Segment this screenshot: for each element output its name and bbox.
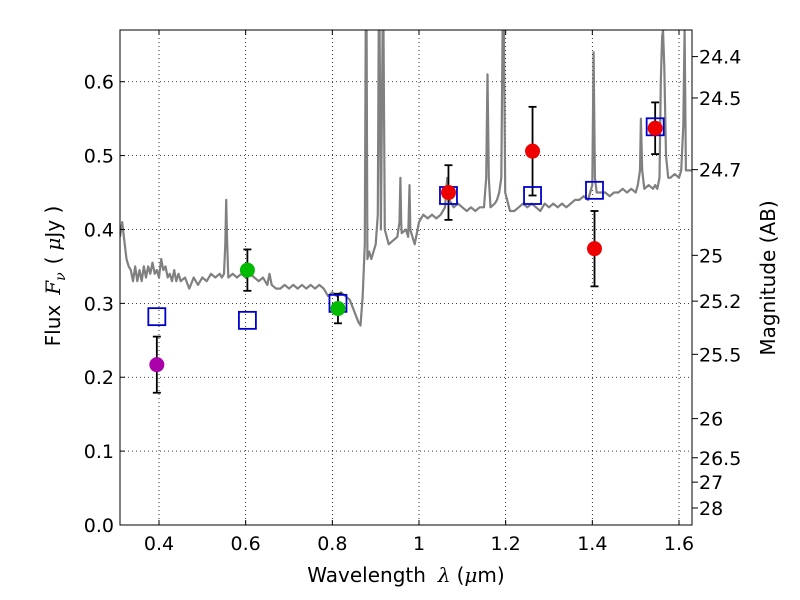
x-axis-title: Wavelength λ (μm)	[307, 563, 504, 587]
y-tick-label: 0.2	[84, 367, 114, 389]
y2-tick-label: 28	[699, 498, 723, 520]
spectrum-series	[120, 30, 692, 327]
y-axis-symbol: F	[41, 280, 65, 296]
y-tick-label: 0.1	[84, 441, 114, 463]
model-photometry-point	[237, 310, 257, 330]
y-tick-label: 0.0	[84, 515, 114, 537]
y-axis-subscript: ν	[53, 272, 69, 281]
y-tick-label: 0.3	[84, 293, 114, 315]
y-tick-label: 0.4	[84, 219, 114, 241]
y2-tick-label: 26.5	[699, 448, 741, 470]
x-axis-unit-mu: μ	[464, 563, 477, 587]
y2-tick-label: 25.2	[699, 291, 741, 313]
x-axis-unit-open: (	[457, 563, 465, 587]
y-tick-label: 0.5	[84, 146, 114, 168]
observed-photometry-point	[440, 185, 456, 201]
y-axis-unit-rest: Jy )	[41, 206, 65, 240]
x-tick-label: 0.6	[231, 533, 261, 555]
x-tick-label: 0.4	[144, 533, 174, 555]
y2-tick-label: 24.7	[699, 160, 741, 182]
y-axis-unit-open: (	[41, 257, 65, 265]
y2-tick-label: 27	[699, 472, 723, 494]
x-axis-unit-rest: m)	[477, 563, 504, 587]
error-bars	[152, 101, 660, 394]
y2-tick-label: 25.5	[699, 344, 741, 366]
plot-frame	[119, 29, 693, 526]
model-photometry-point	[147, 307, 167, 327]
x-tick-labels: 0.4 0.6 0.8 1 1.2 1.4 1.6	[144, 533, 694, 555]
observed-photometry-point	[330, 301, 346, 317]
y2-axis-title: Magnitude (AB)	[756, 200, 780, 355]
y2-tick-label: 24.5	[699, 88, 741, 110]
y-axis-title-prefix: Flux	[41, 305, 65, 347]
x-tick-label: 1.6	[664, 533, 694, 555]
y-tick-labels: 0.0 0.1 0.2 0.3 0.4 0.5 0.6	[84, 72, 114, 537]
y-axis-title: Flux Fν ( μJy )	[41, 206, 69, 347]
grid-lines	[120, 30, 692, 526]
model-photometry-point	[585, 180, 604, 200]
y-tick-label: 0.6	[84, 72, 114, 94]
axis-ticks	[120, 30, 698, 526]
model-photometry-point	[523, 186, 542, 205]
observed-photometry-point	[587, 241, 602, 257]
y-axis-unit-mu: μ	[41, 238, 65, 251]
spectrum-line	[120, 30, 692, 327]
observed-photometry-point	[525, 143, 541, 159]
x-tick-label: 1	[413, 533, 425, 555]
observed-photometry-point	[647, 120, 663, 136]
x-tick-label: 1.4	[577, 533, 607, 555]
observed-photometry-point	[149, 357, 165, 373]
x-axis-title-prefix: Wavelength	[307, 563, 426, 587]
y2-tick-labels: 24.4 24.5 24.7 25 25.2 25.5 26 26.527 28	[699, 47, 741, 520]
y2-tick-label: 25	[699, 245, 723, 267]
x-tick-label: 1.2	[491, 533, 521, 555]
observed-photometry-point	[239, 262, 255, 278]
y2-tick-label: 24.4	[699, 47, 741, 69]
y2-tick-label: 26	[699, 409, 723, 431]
x-tick-label: 0.8	[317, 533, 347, 555]
x-axis-symbol: λ	[437, 563, 451, 587]
observed-photometry-series	[149, 120, 663, 373]
